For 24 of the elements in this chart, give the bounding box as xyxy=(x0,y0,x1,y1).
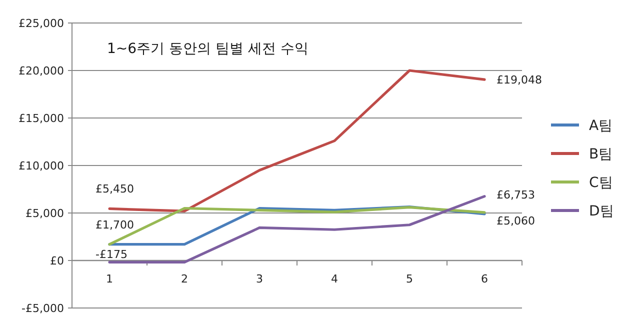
data-label: £5,450 xyxy=(96,182,134,196)
text: 1~6주기 동안의 팀별 세전 수익 xyxy=(107,41,308,57)
data-label: -£175 xyxy=(96,248,128,262)
x-tick-label: 4 xyxy=(331,272,338,286)
legend-label: A팀 xyxy=(589,118,613,134)
x-tick-label: 2 xyxy=(181,272,188,286)
x-tick-label: 1 xyxy=(106,272,113,286)
x-tick-label: 3 xyxy=(256,272,263,286)
data-label: £1,700 xyxy=(96,218,134,232)
y-tick-label: £25,000 xyxy=(18,17,64,30)
data-label: £6,753 xyxy=(496,188,535,202)
y-tick-label: -£5,000 xyxy=(22,302,64,315)
y-tick-label: £15,000 xyxy=(18,112,64,125)
x-tick-label: 6 xyxy=(481,272,488,286)
data-label: £19,048 xyxy=(496,74,542,87)
data-label: £5,060 xyxy=(496,214,535,228)
y-tick-label: £20,000 xyxy=(18,64,64,78)
legend-label: B팀 xyxy=(589,146,613,162)
y-tick-label: £10,000 xyxy=(18,160,64,172)
x-tick-label: 5 xyxy=(406,272,413,286)
legend-label: C팀 xyxy=(589,175,613,191)
y-tick-label: £5,000 xyxy=(26,207,64,220)
legend-label: D팀 xyxy=(589,204,614,220)
y-tick-label: £0 xyxy=(50,254,64,268)
